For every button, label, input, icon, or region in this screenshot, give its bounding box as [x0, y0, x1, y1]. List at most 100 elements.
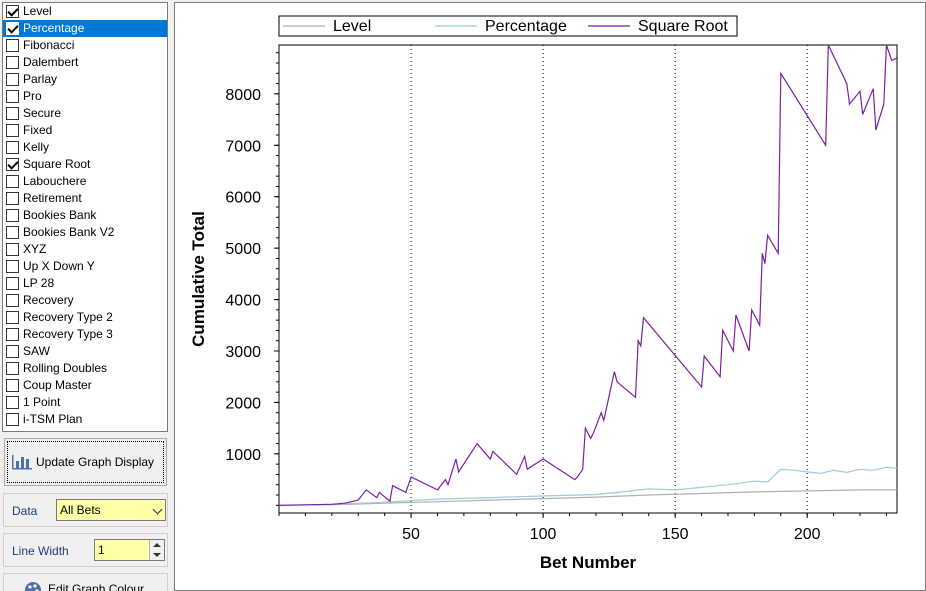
- strategy-item[interactable]: Recovery: [3, 292, 167, 309]
- update-graph-button[interactable]: Update Graph Display: [4, 438, 167, 486]
- y-tick-label: 6000: [225, 190, 261, 207]
- strategy-item[interactable]: Recovery Type 3: [3, 326, 167, 343]
- data-select[interactable]: All Bets: [56, 499, 166, 521]
- strategy-item[interactable]: Pro: [3, 88, 167, 105]
- strategy-item[interactable]: Rolling Doubles: [3, 360, 167, 377]
- spin-down-icon[interactable]: [153, 553, 161, 557]
- strategy-checkbox[interactable]: [6, 56, 19, 69]
- strategy-checkbox[interactable]: [6, 328, 19, 341]
- strategy-label: Fibonacci: [23, 38, 75, 52]
- data-select-value: All Bets: [60, 503, 101, 517]
- edit-graph-colour-button[interactable]: Edit Graph Colour: [3, 573, 168, 591]
- strategy-checkbox[interactable]: [6, 175, 19, 188]
- strategy-checkbox[interactable]: [6, 209, 19, 222]
- strategy-checkbox[interactable]: [6, 311, 19, 324]
- strategy-label: Percentage: [23, 21, 85, 35]
- strategy-checkbox[interactable]: [6, 413, 19, 426]
- strategy-item[interactable]: Fixed: [3, 122, 167, 139]
- spin-buttons[interactable]: [149, 540, 164, 560]
- strategy-label: XYZ: [23, 242, 47, 256]
- cumulative-chart: 50 100 150 200 1000 2000 3000 4000 5000 6000 7000 8…: [189, 15, 898, 572]
- strategy-item[interactable]: Retirement: [3, 190, 167, 207]
- series-line: [278, 466, 898, 506]
- strategy-label: Level: [23, 4, 52, 18]
- strategy-label: Fixed: [23, 123, 53, 137]
- strategy-checkbox[interactable]: [6, 107, 19, 120]
- strategy-item[interactable]: i-TSM Plan: [3, 411, 167, 428]
- x-tick-label: 200: [794, 526, 821, 543]
- x-tick-label: 150: [662, 526, 689, 543]
- line-width-value: 1: [98, 543, 105, 557]
- strategy-item[interactable]: Coup Master: [3, 377, 167, 394]
- line-width-group: Line Width 1: [3, 533, 168, 567]
- series-line: [278, 489, 897, 506]
- strategy-checkbox[interactable]: [6, 158, 19, 171]
- x-tick-label: 50: [402, 526, 420, 543]
- strategy-label: Square Root: [23, 157, 91, 171]
- strategy-checkbox[interactable]: [6, 73, 19, 86]
- strategy-item[interactable]: Fibonacci: [3, 37, 167, 54]
- edit-colour-label: Edit Graph Colour: [48, 582, 145, 591]
- update-graph-label: Update Graph Display: [36, 455, 155, 469]
- data-label: Data: [12, 504, 38, 518]
- strategy-item[interactable]: XYZ: [3, 241, 167, 258]
- strategy-item[interactable]: Secure: [3, 105, 167, 122]
- strategy-item[interactable]: 1 Point: [3, 394, 167, 411]
- series-line: [278, 44, 898, 506]
- legend-label: Square Root: [638, 18, 728, 35]
- strategy-item[interactable]: SAW: [3, 343, 167, 360]
- strategy-label: Labouchere: [23, 174, 87, 188]
- strategy-checkbox[interactable]: [6, 39, 19, 52]
- strategy-checkbox[interactable]: [6, 141, 19, 154]
- line-width-stepper[interactable]: 1: [94, 539, 165, 561]
- y-tick-label: 4000: [225, 293, 261, 310]
- strategy-checkbox[interactable]: [6, 362, 19, 375]
- data-group: Data All Bets: [3, 493, 168, 527]
- strategy-item[interactable]: Square Root: [3, 156, 167, 173]
- strategy-label: LP 28: [23, 276, 55, 290]
- strategy-label: Rolling Doubles: [23, 361, 108, 375]
- strategy-item[interactable]: Labouchere: [3, 173, 167, 190]
- strategy-item[interactable]: Percentage: [3, 20, 167, 37]
- strategy-list[interactable]: Level Percentage Fibonacci Dalembert Parlay P…: [2, 2, 168, 432]
- strategy-item[interactable]: Up X Down Y: [3, 258, 167, 275]
- strategy-checkbox[interactable]: [6, 5, 19, 18]
- strategy-item[interactable]: Parlay: [3, 71, 167, 88]
- strategy-label: 1 Point: [23, 395, 61, 409]
- spin-up-icon[interactable]: [153, 543, 161, 547]
- strategy-checkbox[interactable]: [6, 192, 19, 205]
- y-tick-label: 8000: [225, 87, 261, 104]
- strategy-item[interactable]: Dalembert: [3, 54, 167, 71]
- chevron-down-icon: [152, 504, 163, 515]
- strategy-label: Up X Down Y: [23, 259, 95, 273]
- strategy-checkbox[interactable]: [6, 294, 19, 307]
- y-tick-label: 5000: [225, 241, 261, 258]
- strategy-checkbox[interactable]: [6, 243, 19, 256]
- strategy-checkbox[interactable]: [6, 124, 19, 137]
- y-tick-label: 1000: [225, 447, 261, 464]
- strategy-item[interactable]: Level: [3, 3, 167, 20]
- strategy-item[interactable]: Bookies Bank V2: [3, 224, 167, 241]
- strategy-checkbox[interactable]: [6, 277, 19, 290]
- strategy-label: Parlay: [23, 72, 58, 86]
- plot-area: [278, 44, 898, 514]
- strategy-checkbox[interactable]: [6, 379, 19, 392]
- legend-label: Level: [333, 18, 371, 35]
- strategy-item[interactable]: Kelly: [3, 139, 167, 156]
- strategy-label: i-TSM Plan: [23, 412, 83, 426]
- strategy-label: Pro: [23, 89, 42, 103]
- y-tick-label: 7000: [225, 138, 261, 155]
- strategy-checkbox[interactable]: [6, 226, 19, 239]
- strategy-item[interactable]: Recovery Type 2: [3, 309, 167, 326]
- legend-label: Percentage: [485, 18, 567, 35]
- strategy-checkbox[interactable]: [6, 345, 19, 358]
- strategy-checkbox[interactable]: [6, 396, 19, 409]
- palette-icon: [25, 582, 41, 591]
- strategy-label: Retirement: [23, 191, 82, 205]
- strategy-checkbox[interactable]: [6, 260, 19, 273]
- strategy-item[interactable]: Bookies Bank: [3, 207, 167, 224]
- strategy-checkbox[interactable]: [6, 22, 19, 35]
- strategy-label: Coup Master: [23, 378, 92, 392]
- strategy-item[interactable]: LP 28: [3, 275, 167, 292]
- strategy-checkbox[interactable]: [6, 90, 19, 103]
